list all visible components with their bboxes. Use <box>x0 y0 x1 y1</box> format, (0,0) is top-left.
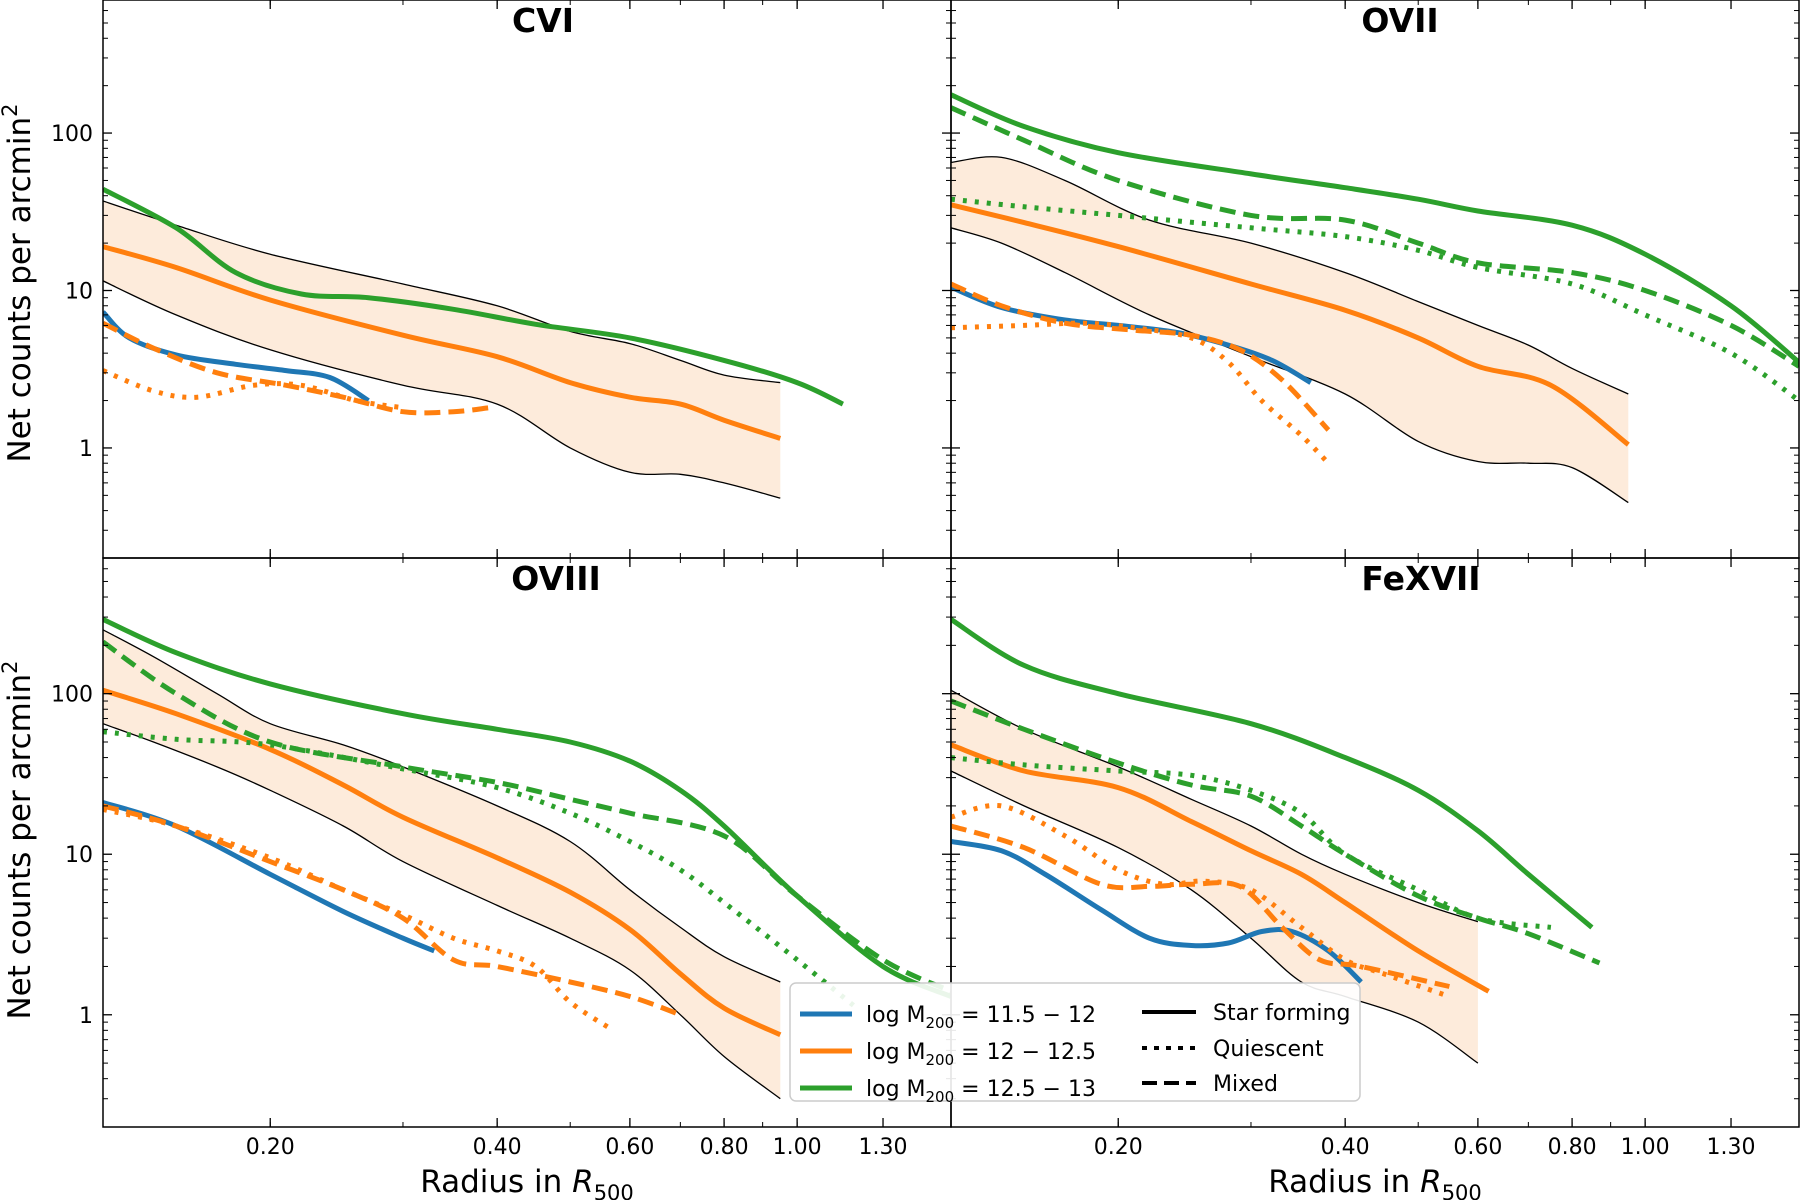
band-fill-oviii <box>103 629 781 1099</box>
series-oviii-high-solid <box>103 617 951 999</box>
legend-label-low: log M200 = 11.5 − 12 <box>866 1003 1096 1032</box>
band-fill-ovii <box>951 156 1629 503</box>
panel-title-ovii: OVII <box>1361 1 1438 40</box>
y-tick-label: 1 <box>79 437 93 462</box>
band-lower-oviii <box>103 723 781 1100</box>
y-axis-label-bottom: Net counts per arcmin2 <box>0 660 38 1019</box>
band-upper-cvi <box>103 200 781 384</box>
x-tick-label: 1.30 <box>859 1135 908 1160</box>
band-upper-fexvii <box>951 689 1479 923</box>
series-oviii-mid-solid <box>103 687 782 1038</box>
legend-style-label-dotted: Quiescent <box>1213 1037 1324 1062</box>
legend-label-high: log M200 = 12.5 − 13 <box>866 1077 1096 1106</box>
x-tick-label: 0.40 <box>473 1135 522 1160</box>
band-fill-cvi <box>103 201 781 499</box>
x-tick-label: 1.30 <box>1707 1135 1756 1160</box>
y-tick-label: 100 <box>51 683 93 708</box>
plot-area-cvi <box>103 186 844 499</box>
band-upper-oviii <box>103 629 781 983</box>
y-tick-label: 10 <box>65 280 93 305</box>
x-tick-label: 0.80 <box>700 1135 749 1160</box>
legend-style-label-solid: Star forming <box>1213 1001 1350 1026</box>
panel-ovii: OVII <box>950 0 1800 559</box>
ticks-oviii: 0.20 0.40 0.60 0.80 1.00 1.30 1 10 100 <box>51 558 951 1160</box>
x-axis-label-left: Radius in R500 <box>420 1164 634 1200</box>
x-tick-label: 0.20 <box>1094 1135 1143 1160</box>
x-tick-label: 0.60 <box>1453 1135 1502 1160</box>
plot-area-ovii <box>951 92 1799 504</box>
series-ovii-mid-dashed <box>951 281 1331 432</box>
series-cvi-mid-solid <box>103 244 782 441</box>
series-fexvii-high-solid <box>951 617 1594 930</box>
ticks-fexvii: 0.20 0.40 0.60 0.80 1.00 1.30 <box>951 558 1799 1160</box>
band-lower-fexvii <box>951 770 1479 1064</box>
band-upper-ovii <box>951 156 1629 395</box>
x-tick-label: 0.40 <box>1321 1135 1370 1160</box>
series-ovii-mid-dotted <box>951 320 1331 465</box>
legend-box <box>789 982 1361 1102</box>
x-tick-label: 0.80 <box>1548 1135 1597 1160</box>
series-cvi-high-solid <box>103 186 844 407</box>
x-tick-label: 1.00 <box>1621 1135 1670 1160</box>
panel-title-cvi: CVI <box>512 1 574 40</box>
panel-fexvii: FeXVII 0.20 0.40 0.60 0.80 1.00 1.30 <box>950 557 1800 1160</box>
series-oviii-low-solid <box>103 800 436 954</box>
series-fexvii-mid-dashed <box>951 823 1450 989</box>
series-cvi-mid-dotted <box>103 368 404 411</box>
ticks-ovii <box>951 0 1799 558</box>
series-ovii-high-dashed <box>951 105 1799 369</box>
band-lower-cvi <box>103 280 781 499</box>
legend-style-label-dashed: Mixed <box>1213 1072 1278 1097</box>
panel-oviii: OVIII 0.20 0.40 0.60 0.80 1.00 1.30 1 10 100 <box>51 557 952 1160</box>
series-ovii-mid-solid <box>951 202 1630 447</box>
x-axis-label-right: Radius in R500 <box>1268 1164 1482 1200</box>
series-fexvii-high-dashed <box>951 698 1601 966</box>
ticks-cvi: 1 10 100 <box>51 0 951 558</box>
band-lower-ovii <box>951 227 1629 504</box>
panel-frame-fexvii <box>950 557 1800 1128</box>
y-tick-label: 10 <box>65 843 93 868</box>
y-axis-label-top: Net counts per arcmin2 <box>0 103 38 462</box>
series-ovii-high-solid <box>951 92 1799 365</box>
y-tick-label: 1 <box>79 1004 93 1029</box>
x-tick-label: 0.60 <box>605 1135 654 1160</box>
x-tick-label: 0.20 <box>246 1135 295 1160</box>
panel-title-oviii: OVIII <box>511 559 601 598</box>
legend: log M200 = 11.5 − 12 log M200 = 12 − 12.… <box>789 982 1361 1106</box>
y-tick-label: 100 <box>51 122 93 147</box>
series-fexvii-low-solid <box>951 839 1363 984</box>
series-oviii-high-dashed <box>103 639 951 994</box>
legend-label-mid: log M200 = 12 − 12.5 <box>866 1040 1096 1069</box>
series-cvi-mid-dashed <box>103 320 490 416</box>
plot-area-fexvii <box>951 617 1601 1064</box>
panel-title-fexvii: FeXVII <box>1361 559 1480 598</box>
plot-area-oviii <box>103 617 951 1100</box>
x-tick-label: 1.00 <box>773 1135 822 1160</box>
series-fexvii-mid-dotted <box>951 802 1451 999</box>
panel-cvi: CVI 1 10 100 <box>51 0 952 559</box>
series-fexvii-mid-solid <box>951 742 1490 994</box>
